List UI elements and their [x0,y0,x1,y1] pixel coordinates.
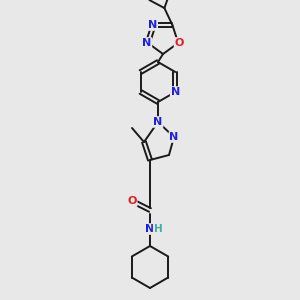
Text: N: N [146,224,154,234]
Text: N: N [169,132,178,142]
Text: N: N [148,20,157,30]
Text: H: H [154,224,162,234]
Text: N: N [142,38,152,48]
Text: O: O [127,196,137,206]
Text: O: O [175,38,184,48]
Text: N: N [171,87,180,97]
Text: N: N [153,117,163,127]
